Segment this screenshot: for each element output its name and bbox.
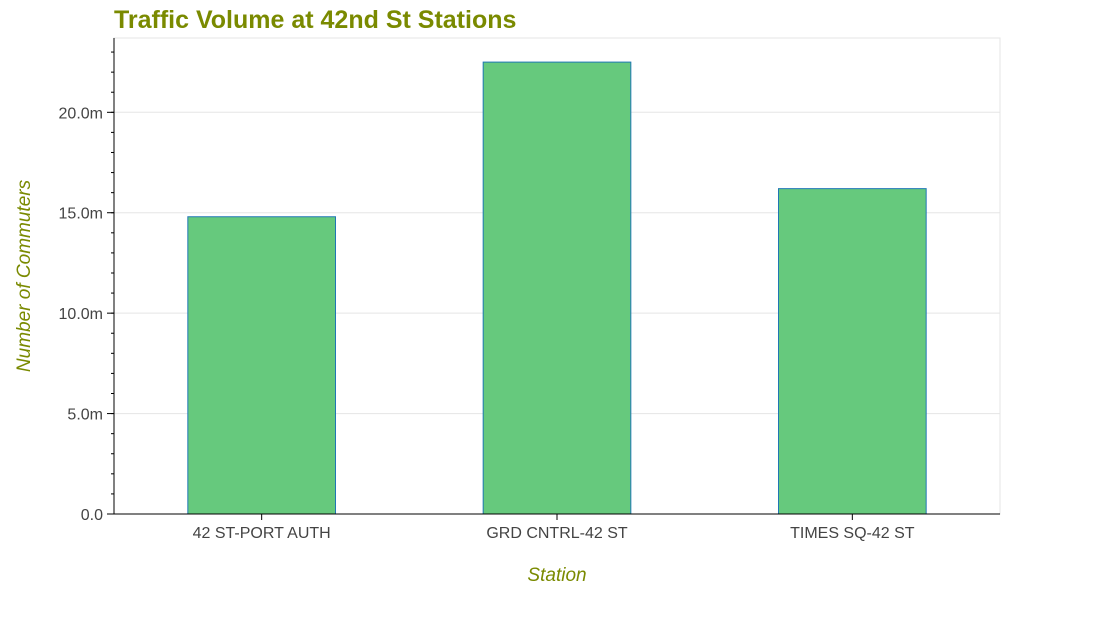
y-tick-label-4: 20.0m: [59, 105, 103, 122]
tick-labels: 42 ST-PORT AUTH GRD CNTRL-42 ST TIMES SQ-4…: [59, 105, 915, 542]
y-axis-label: Number of Commuters: [14, 179, 35, 372]
y-tick-label-2: 10.0m: [59, 306, 103, 323]
bar-2: [778, 188, 927, 515]
y-tick-label-3: 15.0m: [59, 206, 103, 223]
bars: [187, 61, 927, 515]
bar-1: [482, 61, 632, 515]
x-axis-label: Station: [527, 565, 586, 586]
y-tick-label-0: 0.0: [81, 507, 103, 524]
y-tick-label-1: 5.0m: [67, 407, 103, 424]
x-tick-label-1: GRD CNTRL-42 ST: [486, 525, 628, 542]
x-tick-label-0: 42 ST-PORT AUTH: [193, 525, 331, 542]
chart-title: Traffic Volume at 42nd St Stations: [114, 6, 516, 34]
x-tick-label-2: TIMES SQ-42 ST: [790, 525, 915, 542]
axes: [107, 38, 1000, 520]
bar-0: [187, 216, 336, 515]
